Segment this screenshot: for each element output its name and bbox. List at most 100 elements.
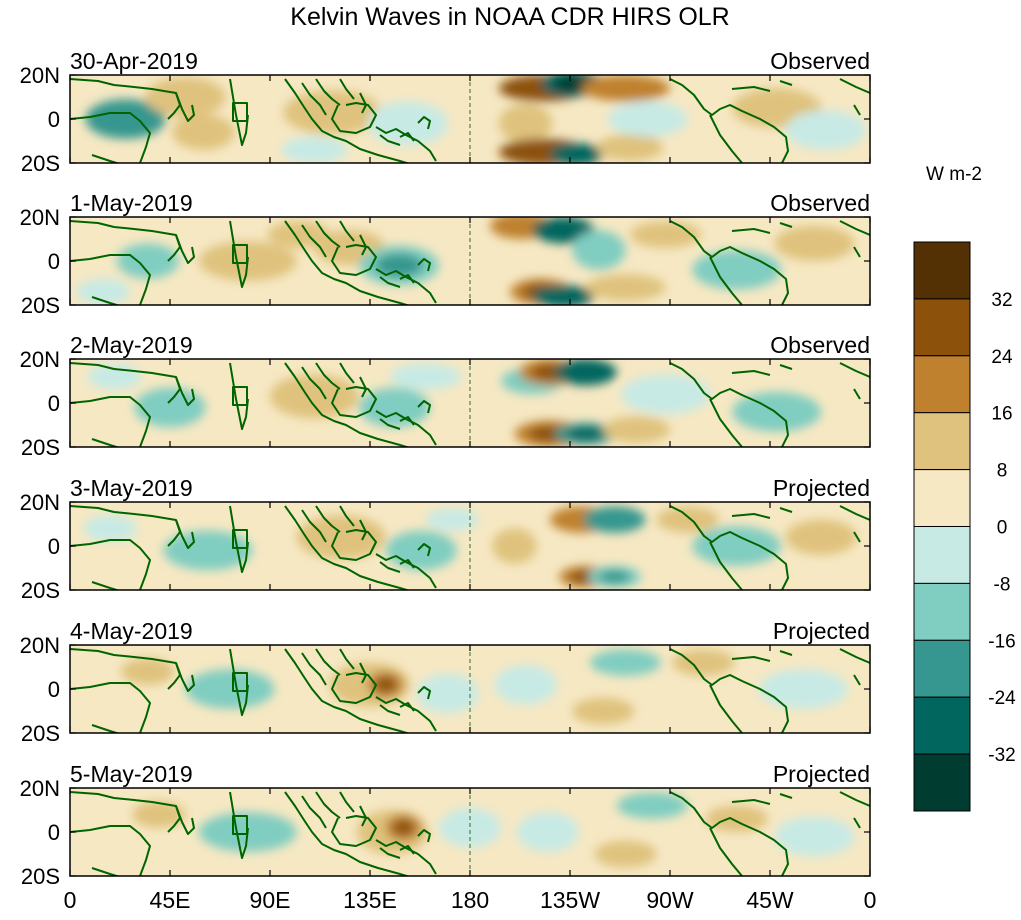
- olr-anomaly-cell: [132, 801, 186, 828]
- olr-anomaly-core: [374, 253, 423, 278]
- colorbar-label: 0: [997, 518, 1008, 539]
- olr-field: [70, 645, 870, 733]
- y-tick-label: 20S: [21, 721, 60, 746]
- olr-anomaly-core: [598, 80, 653, 97]
- panel-date: 3-May-2019: [70, 475, 193, 501]
- olr-anomaly-cell: [572, 230, 626, 270]
- map-panel: 20N 0 20S 4-May-2019 Projected: [20, 618, 871, 746]
- colorbar-swatch: [913, 639, 971, 698]
- x-tick-label: 180: [451, 887, 489, 913]
- olr-field: [70, 75, 870, 163]
- panel-date: 2-May-2019: [70, 332, 193, 358]
- olr-anomaly-cell: [621, 374, 710, 415]
- olr-anomaly-cell: [603, 416, 671, 443]
- olr-anomaly-cell: [283, 90, 382, 135]
- olr-anomaly-cell: [134, 387, 206, 428]
- olr-anomaly-core: [544, 222, 582, 239]
- olr-anomaly-cell: [358, 387, 431, 428]
- olr-anomaly-cell: [185, 669, 275, 709]
- olr-anomaly-cell: [163, 530, 253, 571]
- colorbar-units: W m-2: [926, 164, 982, 185]
- olr-anomaly-cell: [616, 792, 688, 819]
- y-tick-label: 20S: [21, 578, 60, 603]
- x-tick-label: 135E: [343, 887, 397, 913]
- olr-anomaly-cell: [785, 110, 866, 150]
- panel-date: 5-May-2019: [70, 761, 193, 787]
- map-panel: 20N 0 20S 1-May-2019 Observed: [20, 190, 871, 318]
- colorbar-swatch: [913, 582, 971, 641]
- y-tick-label: 20S: [21, 864, 60, 889]
- olr-anomaly-cell: [270, 374, 359, 419]
- olr-anomaly-core: [595, 511, 634, 528]
- y-tick-label: 20N: [20, 776, 60, 801]
- colorbar-swatch: [913, 469, 971, 528]
- panel-status: Observed: [770, 332, 870, 358]
- map-panel: 20N 0 20S 30-Apr-2019 Observed: [20, 48, 871, 176]
- olr-anomaly-core: [566, 427, 605, 441]
- panel-status: Projected: [773, 475, 870, 501]
- olr-anomaly-cell: [416, 673, 479, 714]
- olr-anomaly-cell: [656, 506, 719, 533]
- panel-status: Projected: [773, 618, 870, 644]
- olr-anomaly-cell: [367, 101, 448, 146]
- y-tick-label: 0: [48, 820, 60, 845]
- olr-field: [70, 502, 870, 590]
- colorbar-swatch: [913, 298, 971, 357]
- olr-anomaly-cell: [516, 812, 579, 852]
- olr-anomaly-cell: [607, 101, 688, 137]
- y-tick-label: 20N: [20, 205, 60, 230]
- olr-anomaly-cell: [385, 530, 457, 571]
- olr-anomaly-cell: [145, 77, 226, 117]
- olr-anomaly-cell: [596, 134, 664, 161]
- colorbar-label: -32: [988, 745, 1015, 766]
- colorbar-swatch: [913, 241, 971, 300]
- olr-anomaly-cell: [498, 103, 553, 144]
- olr-anomaly-cell: [572, 697, 635, 725]
- x-tick-label: 45W: [746, 887, 794, 913]
- olr-anomaly-cell: [594, 840, 657, 868]
- y-tick-label: 0: [48, 677, 60, 702]
- colorbar-swatch: [913, 696, 971, 755]
- x-tick-label: 0: [64, 887, 77, 913]
- olr-anomaly-cell: [672, 649, 735, 676]
- colorbar-label: -16: [988, 631, 1015, 652]
- panel-status: Observed: [770, 190, 870, 216]
- olr-anomaly-cell: [705, 805, 768, 832]
- olr-anomaly-cell: [425, 508, 479, 531]
- colorbar-label: -8: [994, 574, 1011, 595]
- olr-anomaly-cell: [785, 519, 857, 555]
- olr-anomaly-core: [598, 570, 631, 584]
- olr-field: [70, 359, 870, 447]
- chart-title: Kelvin Waves in NOAA CDR HIRS OLR: [290, 3, 729, 31]
- olr-field: [70, 217, 870, 305]
- y-tick-label: 0: [48, 391, 60, 416]
- y-tick-label: 20N: [20, 633, 60, 658]
- olr-anomaly-cell: [390, 363, 462, 390]
- y-tick-label: 20S: [21, 435, 60, 460]
- olr-anomaly-cell: [774, 225, 855, 261]
- y-tick-label: 0: [48, 534, 60, 559]
- olr-field: [70, 788, 870, 876]
- panel-date: 1-May-2019: [70, 190, 193, 216]
- x-tick-label: 45E: [150, 887, 191, 913]
- olr-anomaly-cell: [585, 274, 666, 301]
- olr-anomaly-core: [502, 217, 540, 234]
- x-tick-label: 90E: [250, 887, 291, 913]
- x-tick-label: 90W: [646, 887, 694, 913]
- x-tick-label: 135W: [540, 887, 600, 913]
- y-tick-label: 20N: [20, 490, 60, 515]
- olr-anomaly-cell: [281, 136, 348, 163]
- y-tick-label: 0: [48, 107, 60, 132]
- olr-anomaly-core: [374, 676, 397, 693]
- olr-anomaly-cell: [494, 664, 557, 705]
- colorbar-swatch: [913, 526, 971, 584]
- x-tick-label: 0: [864, 887, 877, 913]
- olr-anomaly-core: [101, 107, 150, 131]
- y-tick-label: 20S: [21, 293, 60, 318]
- olr-anomaly-core: [560, 147, 593, 161]
- olr-anomaly-cell: [438, 807, 502, 848]
- y-tick-label: 20N: [20, 63, 60, 88]
- map-panel: 20N 0 20S 2-May-2019 Observed: [20, 332, 871, 460]
- olr-anomaly-cell: [76, 278, 130, 305]
